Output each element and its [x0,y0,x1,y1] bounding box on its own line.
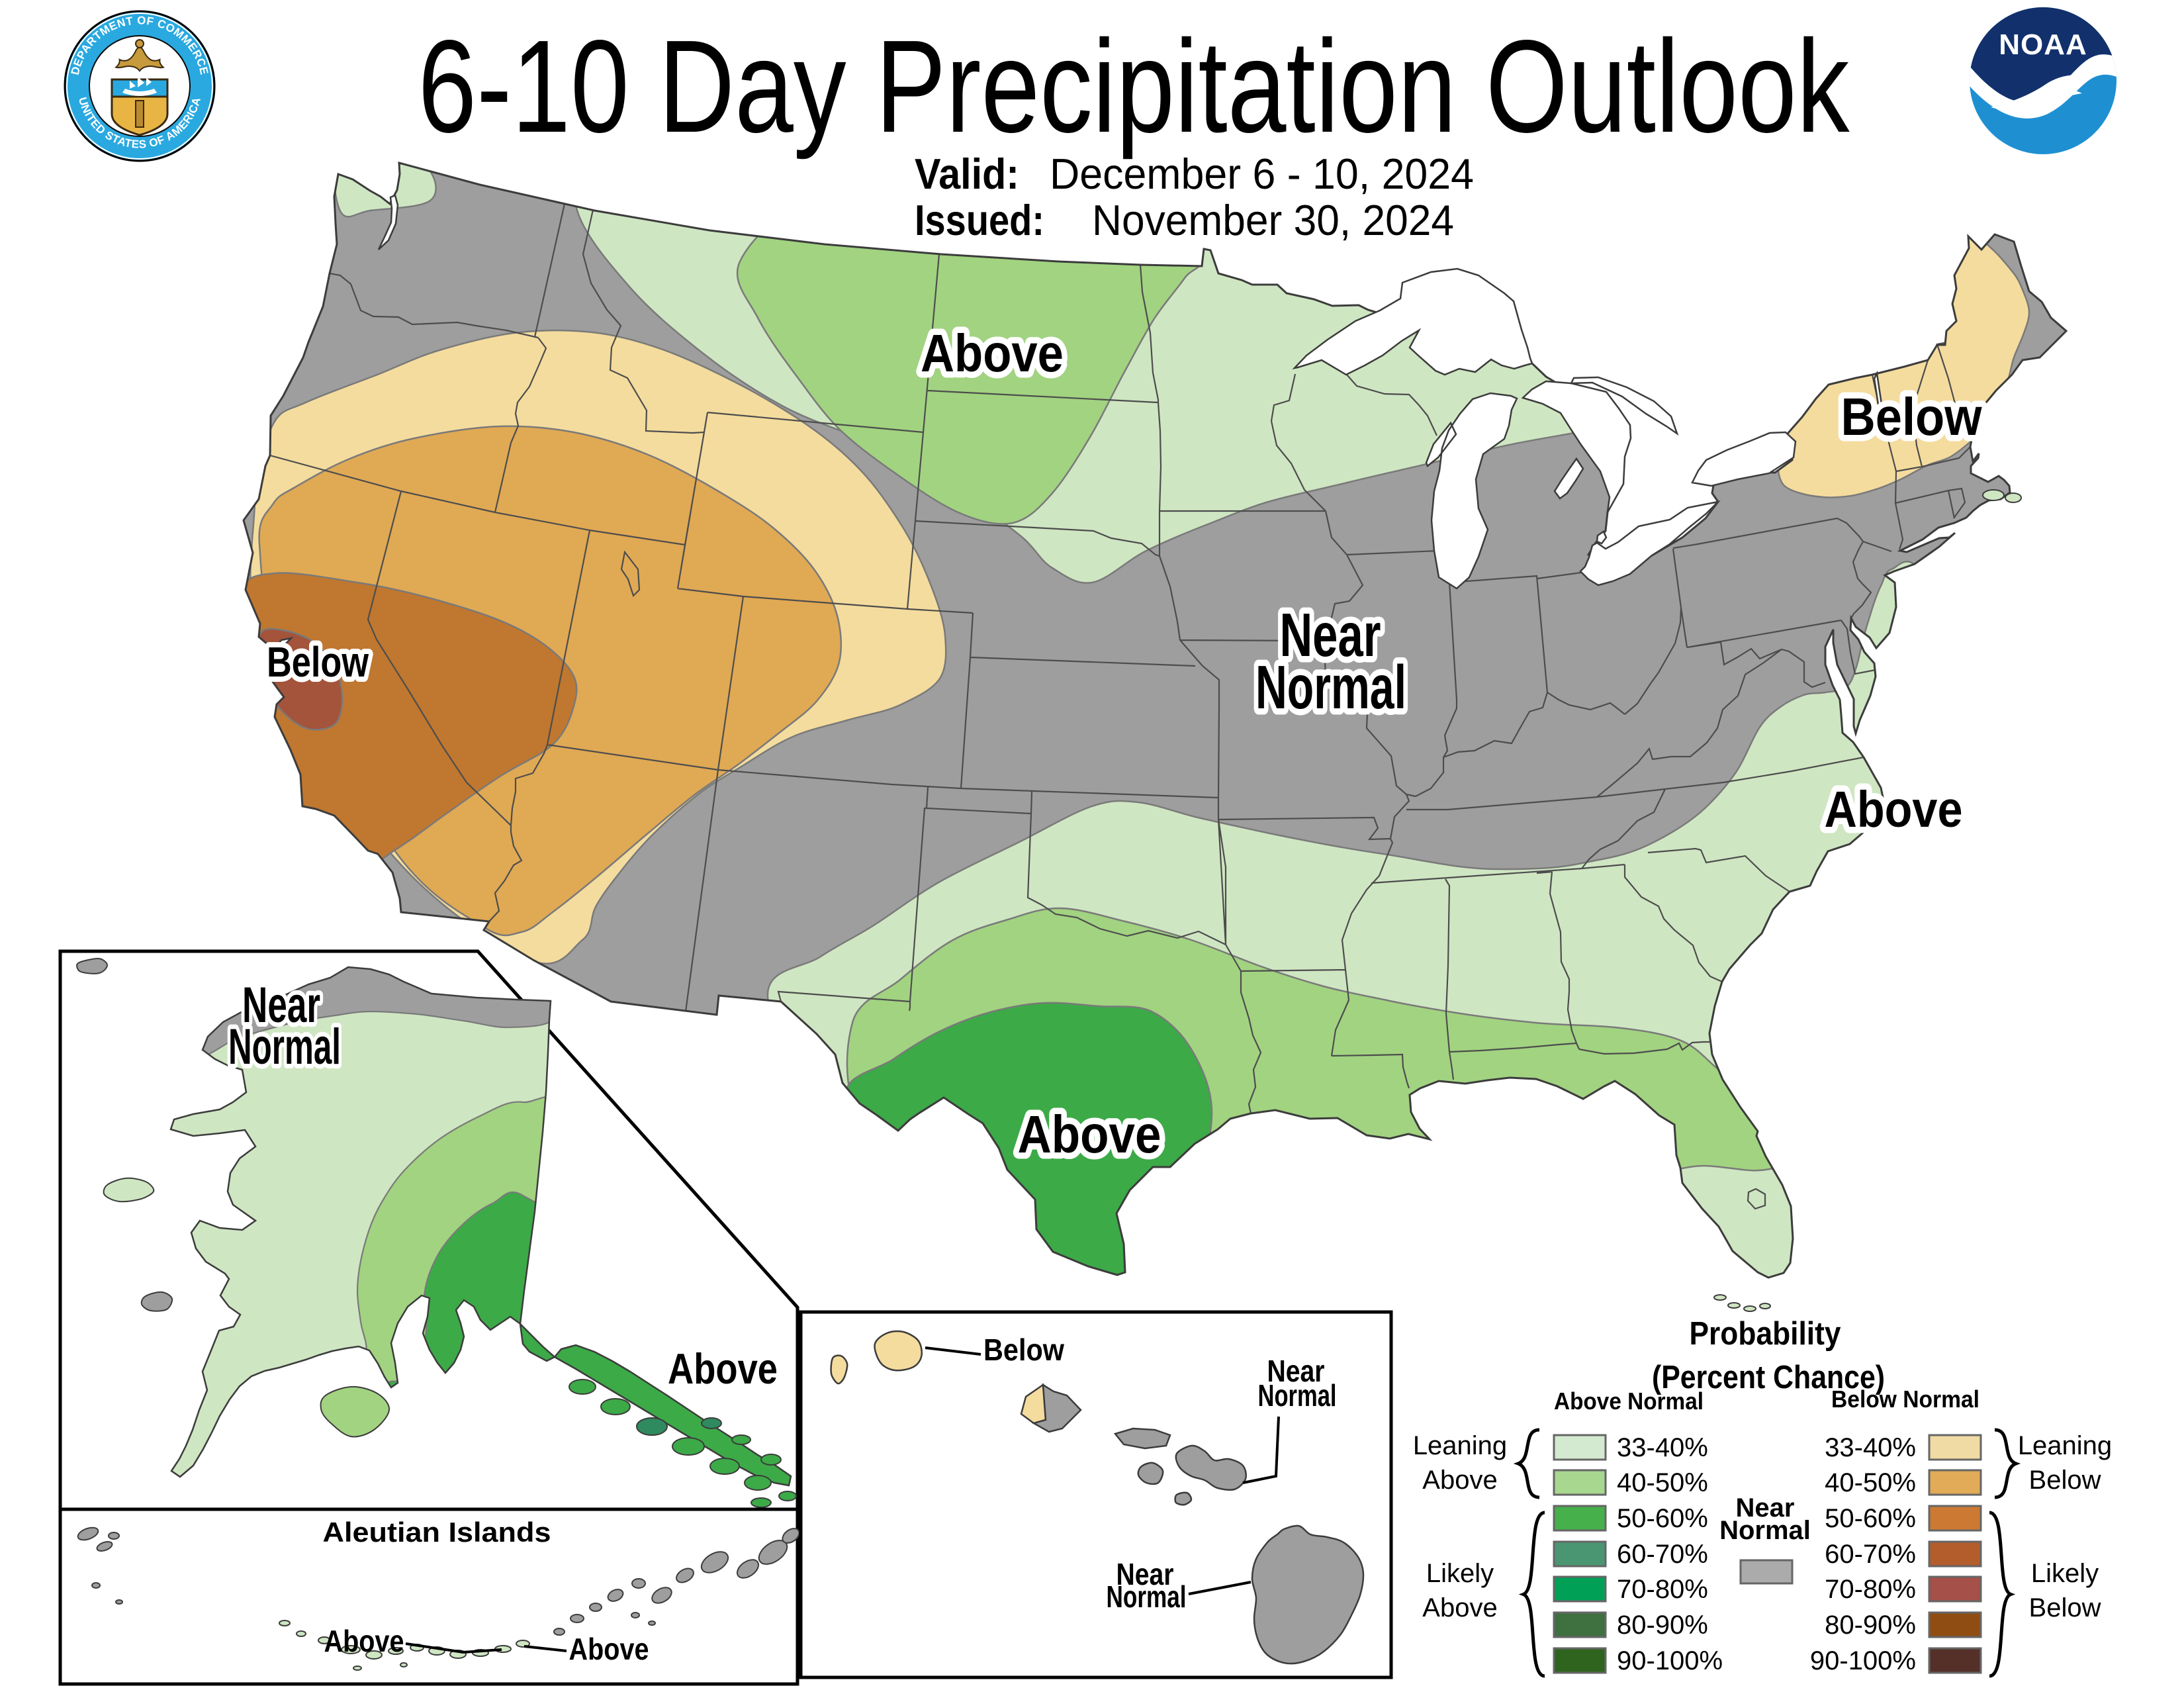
svg-text:Valid:: Valid: [915,150,1019,198]
svg-text:Aleutian Islands: Aleutian Islands [323,1517,551,1548]
svg-text:50-60%: 50-60% [1617,1504,1708,1533]
svg-text:Below: Below [2029,1593,2101,1622]
svg-text:40-50%: 40-50% [1617,1468,1708,1497]
svg-text:Normal: Normal [1107,1579,1187,1614]
svg-text:Near: Near [1280,600,1381,669]
svg-text:90-100%: 90-100% [1810,1646,1916,1675]
svg-text:Probability: Probability [1690,1316,1841,1352]
svg-text:Above: Above [1825,781,1963,838]
svg-text:Leaning: Leaning [1413,1431,1507,1460]
svg-text:80-90%: 80-90% [1825,1611,1916,1640]
svg-text:Below Normal: Below Normal [1831,1385,1979,1413]
svg-text:Normal: Normal [228,1019,341,1075]
svg-text:Above: Above [668,1344,778,1393]
svg-text:40-50%: 40-50% [1825,1468,1916,1497]
svg-text:Below: Below [267,638,369,686]
svg-text:December 6 - 10, 2024: December 6 - 10, 2024 [1050,150,1474,198]
svg-text:(Percent Chance): (Percent Chance) [1652,1360,1885,1395]
svg-text:60-70%: 60-70% [1825,1540,1916,1569]
svg-text:Below: Below [2029,1466,2101,1495]
svg-text:NOAA: NOAA [1999,28,2087,61]
svg-text:90-100%: 90-100% [1617,1646,1723,1675]
svg-text:Below: Below [1841,387,1983,446]
svg-text:Normal: Normal [1719,1516,1811,1545]
svg-text:80-90%: 80-90% [1617,1611,1708,1640]
svg-text:Below: Below [983,1333,1064,1367]
svg-text:60-70%: 60-70% [1617,1540,1708,1569]
svg-text:Likely: Likely [1426,1559,1494,1588]
svg-text:Likely: Likely [2031,1559,2099,1588]
svg-text:Normal: Normal [1258,1378,1337,1413]
svg-text:Near: Near [1116,1557,1174,1591]
svg-text:70-80%: 70-80% [1617,1575,1708,1604]
svg-text:70-80%: 70-80% [1825,1575,1916,1604]
svg-text:Above: Above [1422,1593,1497,1622]
svg-text:Near: Near [1736,1493,1795,1523]
svg-text:Above: Above [1018,1105,1161,1164]
svg-text:33-40%: 33-40% [1825,1433,1916,1462]
svg-text:Above Normal: Above Normal [1554,1387,1704,1415]
svg-text:6-10 Day Precipitation Outlook: 6-10 Day Precipitation Outlook [418,13,1850,160]
svg-text:Above: Above [324,1624,404,1658]
svg-text:33-40%: 33-40% [1617,1433,1708,1462]
svg-text:50-60%: 50-60% [1825,1504,1916,1533]
svg-text:Normal: Normal [1255,653,1406,722]
svg-text:Above: Above [921,324,1064,383]
svg-text:Issued:: Issued: [915,196,1044,244]
svg-text:Near: Near [242,977,320,1033]
svg-text:Near: Near [1267,1354,1325,1388]
svg-text:Leaning: Leaning [2018,1431,2112,1460]
svg-text:Above: Above [569,1632,649,1666]
svg-text:November 30, 2024: November 30, 2024 [1092,196,1454,244]
svg-text:Above: Above [1422,1466,1497,1495]
